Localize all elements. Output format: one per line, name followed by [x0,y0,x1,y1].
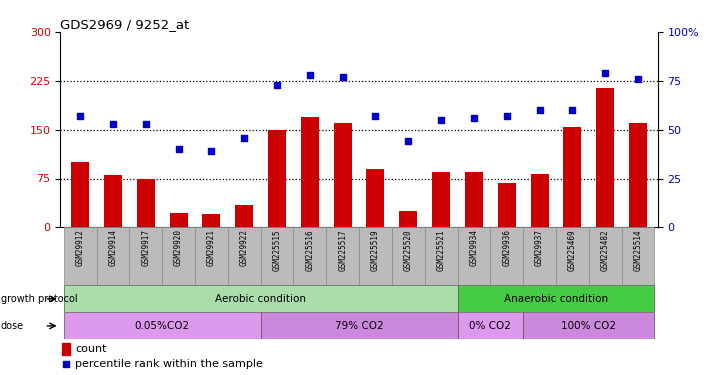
Text: dose: dose [1,321,24,331]
Point [107,121,119,127]
Point [402,138,414,144]
Point [501,113,513,119]
Bar [629,123,647,227]
Text: GSM29920: GSM29920 [174,229,183,266]
Text: growth protocol: growth protocol [1,294,77,304]
Point [435,117,447,123]
Text: GSM225514: GSM225514 [634,229,643,271]
Bar [129,227,162,285]
Bar [523,312,654,339]
Bar [261,312,457,339]
Point [337,74,348,80]
Point [632,76,643,82]
Point [205,148,217,154]
Bar [498,183,515,227]
Text: GDS2969 / 9252_at: GDS2969 / 9252_at [60,18,190,31]
Bar [137,178,155,227]
Text: GSM29921: GSM29921 [207,229,216,266]
Bar [235,204,253,227]
Text: GSM225519: GSM225519 [371,229,380,271]
Bar [400,211,417,227]
Bar [432,172,450,227]
Bar [556,227,589,285]
Bar [465,172,483,227]
Bar [71,162,89,227]
Bar [563,126,582,227]
Text: GSM29937: GSM29937 [535,229,544,266]
Text: 79% CO2: 79% CO2 [335,321,383,331]
Bar [64,285,457,312]
Point [75,113,86,119]
Bar [203,214,220,227]
Bar [64,312,261,339]
Text: GSM225521: GSM225521 [437,229,446,271]
Text: GSM29922: GSM29922 [240,229,249,266]
Text: 100% CO2: 100% CO2 [561,321,616,331]
Bar [261,227,294,285]
Bar [523,227,556,285]
Point [370,113,381,119]
Bar [268,130,286,227]
Text: 0.05%CO2: 0.05%CO2 [134,321,190,331]
Bar [491,227,523,285]
Text: GSM29917: GSM29917 [141,229,150,266]
Bar [104,175,122,227]
Bar [162,227,195,285]
Bar [294,227,326,285]
Bar [424,227,457,285]
Bar [64,227,97,285]
Text: GSM225516: GSM225516 [305,229,314,271]
Text: GSM29936: GSM29936 [502,229,511,266]
Bar [457,285,654,312]
Bar [326,227,359,285]
Text: GSM29934: GSM29934 [469,229,479,266]
Bar [169,213,188,227]
Point [272,82,283,88]
Text: GSM225482: GSM225482 [601,229,609,271]
Bar [366,169,385,227]
Text: percentile rank within the sample: percentile rank within the sample [75,359,263,369]
Bar [62,343,70,355]
Text: GSM29912: GSM29912 [75,229,85,266]
Point [567,107,578,113]
Text: GSM225517: GSM225517 [338,229,347,271]
Bar [392,227,424,285]
Text: Anaerobic condition: Anaerobic condition [504,294,608,304]
Bar [359,227,392,285]
Point [304,72,316,78]
Text: Aerobic condition: Aerobic condition [215,294,306,304]
Point [534,107,545,113]
Text: GSM225520: GSM225520 [404,229,413,271]
Bar [457,312,523,339]
Bar [530,174,549,227]
Bar [457,227,491,285]
Text: GSM225469: GSM225469 [568,229,577,271]
Bar [301,117,319,227]
Bar [195,227,228,285]
Point [599,70,611,76]
Text: GSM225515: GSM225515 [272,229,282,271]
Point [469,115,480,121]
Text: count: count [75,344,107,354]
Point [140,121,151,127]
Point [60,361,72,367]
Bar [228,227,261,285]
Text: GSM29914: GSM29914 [109,229,117,266]
Point [173,146,184,152]
Text: 0% CO2: 0% CO2 [469,321,511,331]
Bar [596,87,614,227]
Bar [333,123,352,227]
Bar [621,227,654,285]
Bar [589,227,621,285]
Point [238,135,250,141]
Bar [97,227,129,285]
